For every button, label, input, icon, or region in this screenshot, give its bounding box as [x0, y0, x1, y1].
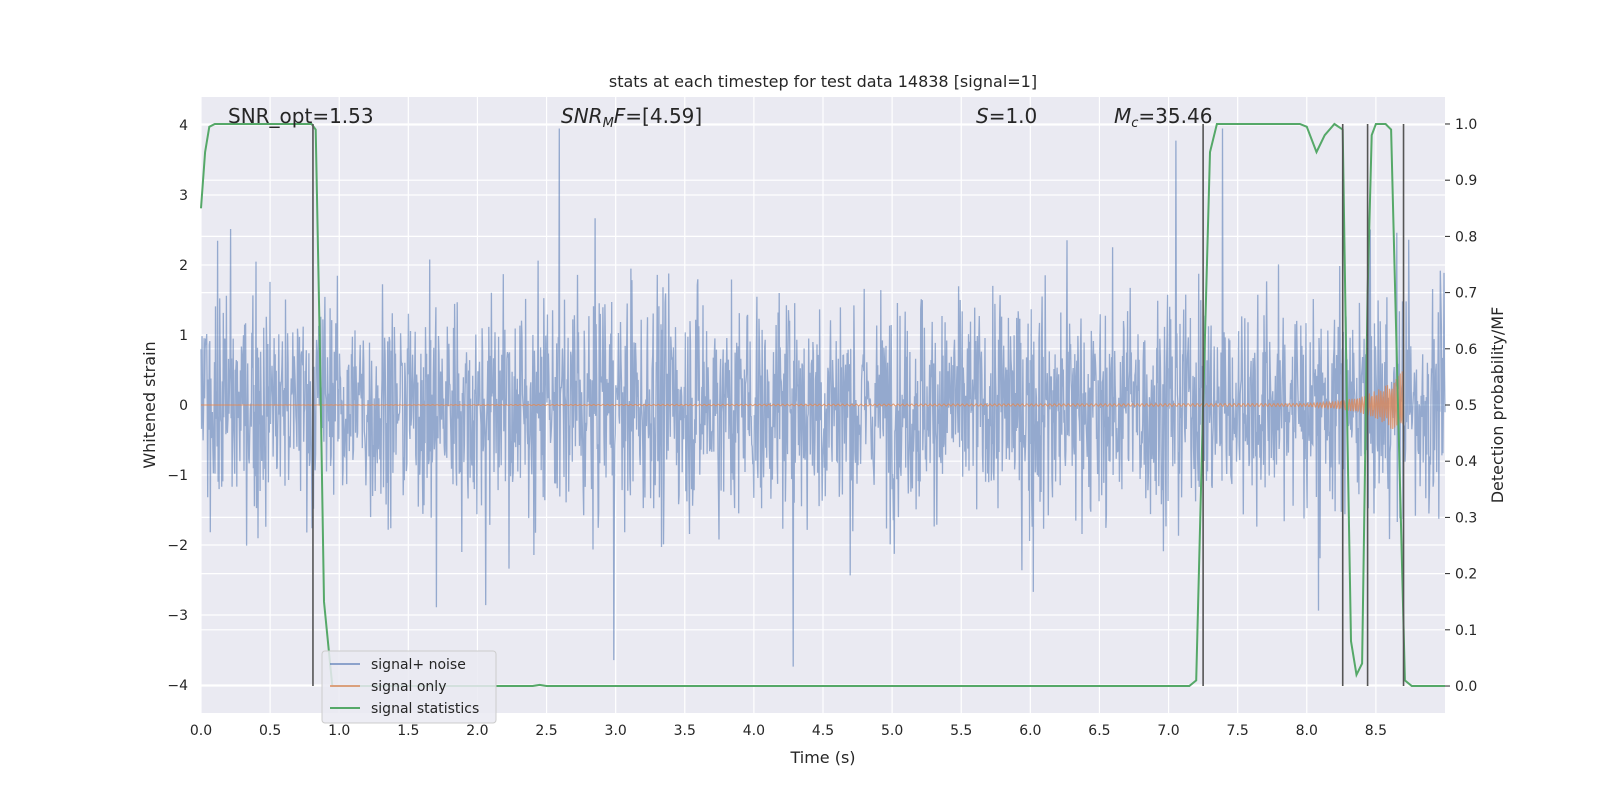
y-right-tick-label: 0.1	[1455, 623, 1477, 639]
x-tick-label: 5.5	[950, 723, 972, 739]
x-tick-label: 2.0	[466, 723, 488, 739]
x-tick-label: 6.0	[1019, 723, 1041, 739]
y-right-tick-label: 1.0	[1455, 117, 1477, 133]
signal-statistics-line	[200, 122, 1445, 687]
x-tick-label: 4.5	[812, 723, 834, 739]
tick-labels: 0.0 0.5 1.0 1.5 2.0 2.5 3.0 3.5 4.0 4.5 5.0 5.5 6.0 6…	[167, 117, 1477, 739]
x-tick-label: 0.5	[259, 723, 281, 739]
x-tick-label: 0.0	[190, 723, 212, 739]
y-tick-label: 0	[179, 398, 188, 414]
x-tick-label: 8.0	[1296, 723, 1318, 739]
y-tick-label: −4	[167, 678, 188, 694]
y-right-tick-label: 0.7	[1455, 286, 1477, 302]
legend: signal+ noise signal only signal statist…	[321, 650, 497, 724]
x-tick-label: 6.5	[1088, 723, 1110, 739]
chart-title: stats at each timestep for test data 148…	[609, 72, 1037, 91]
x-tick-label: 7.0	[1157, 723, 1179, 739]
annotation-mc: Mc=35.46	[1114, 104, 1212, 131]
y-right-tick-label: 0.3	[1455, 510, 1477, 526]
series-signal-statistics	[200, 122, 1445, 687]
y-tick-label: 4	[179, 118, 188, 134]
y-right-tick-label: 0.5	[1455, 398, 1477, 414]
y-tick-label: 3	[179, 188, 188, 204]
x-tick-label: 3.5	[674, 723, 696, 739]
x-tick-label: 4.0	[743, 723, 765, 739]
x-tick-label: 2.5	[535, 723, 557, 739]
y-tick-label: 1	[179, 328, 188, 344]
annotation-s: S=1.0	[976, 104, 1037, 128]
y-right-tick-label: 0.8	[1455, 229, 1477, 245]
legend-label-signal-statistics: signal statistics	[371, 701, 479, 717]
x-tick-label: 3.0	[605, 723, 627, 739]
x-tick-label: 8.5	[1365, 723, 1387, 739]
y-tick-label: −3	[167, 608, 188, 624]
legend-box	[321, 650, 497, 724]
legend-label-signal-plus-noise: signal+ noise	[371, 657, 466, 673]
y-right-tick-label: 0.6	[1455, 342, 1477, 358]
legend-label-signal-only: signal only	[371, 679, 446, 695]
y-right-tick-label: 0.0	[1455, 679, 1477, 695]
y-axis-label: Whitened strain	[140, 341, 159, 468]
y-tick-label: −2	[167, 538, 188, 554]
y-axis-right-label: Detection probability/MF	[1488, 307, 1507, 504]
y-right-tick-label: 0.9	[1455, 173, 1477, 189]
annotation-snr-mf: SNRMF=[4.59]	[561, 104, 702, 131]
y-tick-label: −1	[167, 468, 188, 484]
x-tick-label: 1.0	[328, 723, 350, 739]
x-tick-label: 1.5	[397, 723, 419, 739]
x-tick-label: 5.0	[881, 723, 903, 739]
y-right-tick-label: 0.4	[1455, 454, 1477, 470]
y-tick-label: 2	[179, 258, 188, 274]
y-right-tick-label: 0.2	[1455, 567, 1477, 583]
x-axis-label: Time (s)	[789, 748, 855, 767]
detection-markers	[312, 123, 1405, 687]
x-tick-label: 7.5	[1227, 723, 1249, 739]
annotation-snr-opt: SNR_opt=1.53	[228, 104, 374, 128]
